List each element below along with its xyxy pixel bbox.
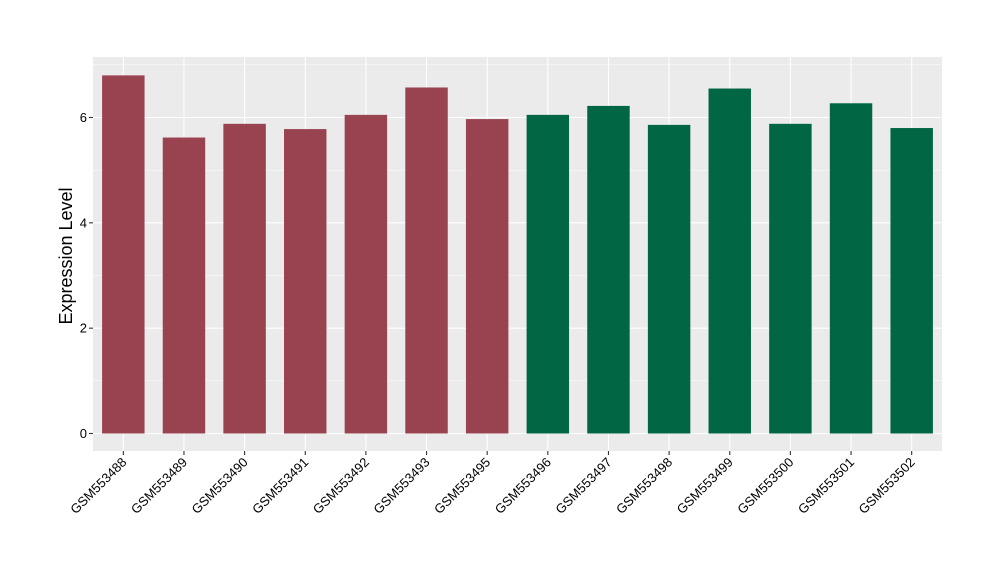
bar-GSM553492	[344, 114, 388, 434]
bar-GSM553499	[708, 88, 751, 434]
bar-GSM553493	[405, 87, 448, 434]
x-tick-label: GSM553496	[492, 455, 554, 517]
x-tick-label: GSM553491	[249, 455, 311, 517]
x-tick-label: GSM553489	[128, 455, 190, 517]
plot-panel	[93, 57, 942, 451]
x-tick-label: GSM553495	[431, 455, 493, 517]
bar-GSM553500	[769, 123, 812, 434]
bar-GSM553491	[284, 129, 327, 434]
x-tick-label: GSM553501	[795, 455, 857, 517]
x-tick-label: GSM553492	[310, 455, 372, 517]
y-tick-label: 6	[80, 110, 87, 125]
bar-GSM553488	[102, 75, 145, 434]
bar-GSM553489	[162, 137, 206, 434]
bar-GSM553501	[829, 103, 873, 434]
bar-GSM553496	[526, 114, 570, 434]
x-tick-label: GSM553490	[189, 455, 251, 517]
bar-GSM553502	[890, 128, 933, 434]
y-tick-label: 0	[80, 426, 87, 441]
y-tick-label: 2	[80, 321, 87, 336]
bar-GSM553497	[587, 105, 630, 434]
x-tick-label: GSM553493	[370, 455, 432, 517]
bars	[102, 75, 933, 434]
x-tick-label: GSM553502	[856, 455, 918, 517]
bar-GSM553495	[465, 119, 509, 434]
x-tick-label: GSM553488	[67, 455, 129, 517]
x-tick-label: GSM553499	[674, 455, 736, 517]
x-tick-label: GSM553500	[734, 455, 796, 517]
y-axis: 0 2 4 6	[80, 110, 93, 441]
bar-GSM553498	[647, 124, 691, 434]
y-axis-label: Expression Level	[56, 187, 76, 324]
bar-GSM553490	[223, 123, 266, 434]
x-tick-label: GSM553497	[552, 455, 614, 517]
y-tick-label: 4	[80, 215, 87, 230]
x-tick-label: GSM553498	[613, 455, 675, 517]
x-axis: GSM553488GSM553489GSM553490GSM553491GSM5…	[67, 451, 918, 517]
